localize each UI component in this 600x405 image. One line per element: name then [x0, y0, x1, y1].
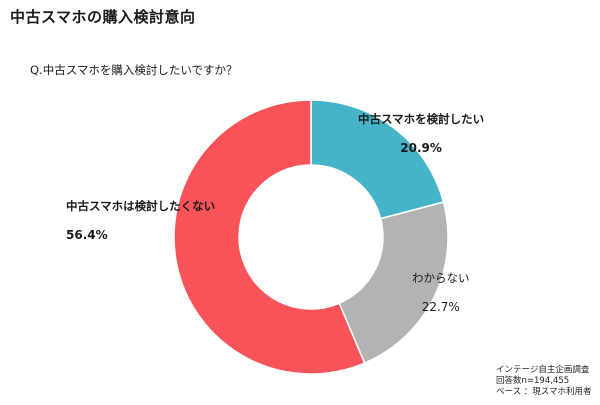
value-dont-know: 22.7%	[421, 300, 460, 314]
slice-not-considering	[173, 99, 366, 375]
label-dont-know: わからない 22.7%	[412, 271, 470, 314]
survey-notes: インテージ自主企画調査 回答数n=194,455 ベース ：現スマホ利用者	[496, 365, 592, 398]
value-want-to-consider: 20.9%	[400, 141, 442, 155]
note-source: インテージ自主企画調査	[496, 365, 590, 375]
note-respondents: 回答数n=194,455	[496, 376, 570, 386]
label-want-to-consider: 中古スマホを検討したい 20.9%	[358, 112, 485, 155]
chart-title: 中古スマホの購入検討意向	[10, 8, 196, 26]
value-not-considering: 56.4%	[66, 228, 108, 242]
slice-dont-know	[338, 201, 449, 365]
slice-want-to-consider	[310, 99, 445, 220]
label-not-considering: 中古スマホは検討したくない 56.4%	[66, 199, 216, 242]
survey-question: Q.中古スマホを購入検討したいですか？	[30, 63, 238, 77]
note-base: ベース ：現スマホ利用者	[496, 387, 592, 397]
